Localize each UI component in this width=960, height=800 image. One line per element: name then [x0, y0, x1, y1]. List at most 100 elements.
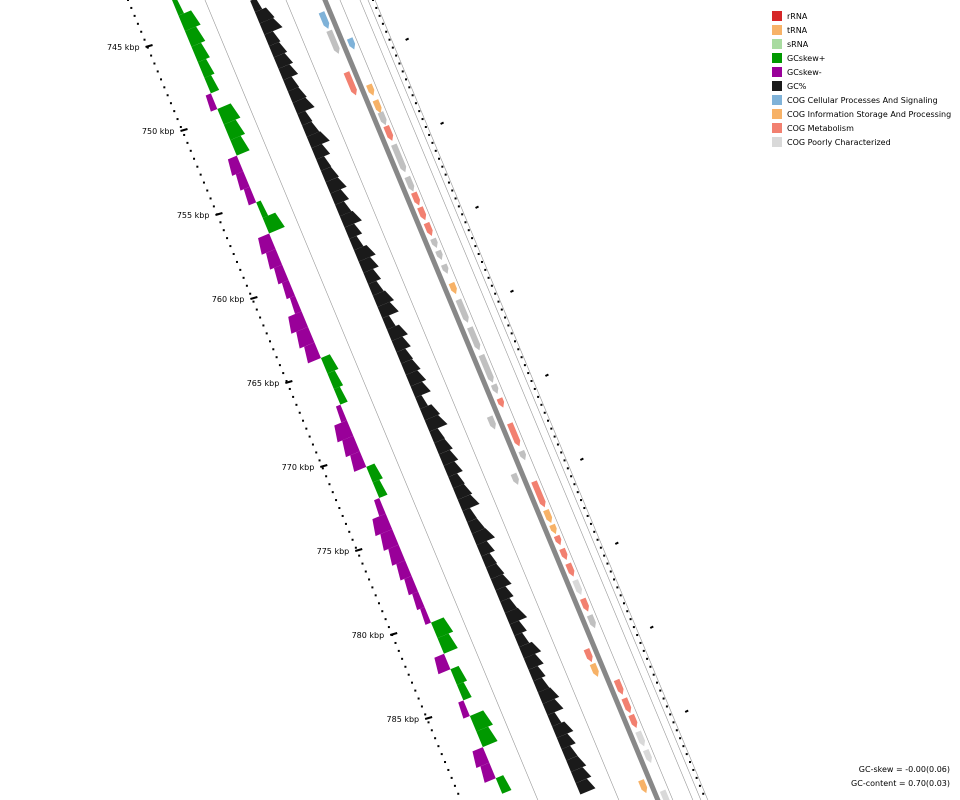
legend-label: tRNA	[787, 25, 808, 35]
gc-skew-positive-bar	[495, 775, 512, 794]
axis-dot	[368, 578, 371, 581]
gene-arrow	[659, 789, 670, 800]
gc-skew-positive-bar	[320, 354, 339, 374]
legend-swatch	[772, 25, 782, 35]
axis-dot	[401, 657, 404, 660]
axis-dot	[166, 94, 169, 97]
outer-axis-dot	[540, 403, 543, 406]
outer-axis-dot	[646, 657, 649, 660]
axis-dot	[420, 705, 423, 708]
gc-skew-positive-bar	[172, 0, 185, 16]
legend: rRNA tRNA sRNA GCskew+ GCskew- GC% COG C…	[772, 9, 951, 149]
gene-arrow	[383, 124, 394, 141]
gc-skew-negative-bar	[288, 311, 308, 334]
outer-axis-dot	[520, 356, 523, 359]
outer-axis-dot	[606, 562, 609, 565]
gc-skew-negative-bar	[266, 249, 283, 270]
gc-skew-negative-bar	[258, 233, 276, 255]
axis-tick-label: 745 kbp	[107, 43, 140, 52]
gc-skew-negative-bar	[335, 404, 347, 423]
axis-dot	[193, 157, 196, 160]
legend-item-gcskew-plus: GCskew+	[772, 51, 951, 65]
outer-axis-dot	[494, 292, 497, 295]
axis-dot	[249, 292, 252, 295]
gene-arrow	[507, 422, 521, 447]
outer-axis-dot	[639, 641, 642, 644]
gc-skew-positive-bar	[217, 103, 241, 125]
outer-axis-dot	[698, 784, 701, 787]
outer-axis-dot	[441, 165, 444, 168]
outer-axis-dot	[626, 610, 629, 613]
gc-content-bar	[363, 268, 382, 285]
genome-backbone	[322, 0, 661, 800]
gene-arrow	[448, 281, 457, 295]
gc-skew-negative-bar	[227, 155, 244, 176]
gc-skew-negative-bar	[342, 435, 360, 458]
axis-dot	[292, 395, 295, 398]
gc-skew-negative-bar	[420, 607, 432, 625]
outer-axis-tick	[544, 373, 549, 377]
gc-content-bar	[339, 210, 362, 228]
gc-skew-negative-bar	[434, 653, 451, 675]
outer-axis-dot	[428, 133, 431, 136]
gc-skew-positive-bar	[327, 370, 344, 390]
outer-axis-dot	[464, 221, 467, 224]
gc-skew-negative-bar	[412, 591, 425, 611]
axis-dot	[354, 546, 357, 549]
outer-axis-dot	[669, 713, 672, 716]
axis-dot	[262, 324, 265, 327]
axis-dot	[397, 649, 400, 652]
gc-content-bar	[401, 359, 421, 375]
axis-dot	[377, 602, 380, 605]
legend-label: sRNA	[787, 39, 809, 49]
gc-content-bar	[287, 87, 307, 103]
axis-dot	[196, 165, 199, 168]
axis-dot	[235, 260, 238, 263]
gc-content-bar	[349, 235, 364, 251]
axis-dot	[265, 332, 268, 335]
gene-arrow	[326, 29, 340, 54]
gene-arrow	[635, 730, 646, 747]
axis-dot	[153, 62, 156, 65]
axis-dot	[272, 348, 275, 351]
outer-axis-dot	[408, 86, 411, 89]
axis-dot	[150, 54, 153, 57]
outer-axis-dot	[533, 387, 536, 390]
gene-arrow	[346, 37, 356, 50]
axis-major-tick	[389, 632, 398, 636]
outer-axis-tick	[440, 121, 445, 125]
axis-dot	[358, 554, 361, 557]
outer-axis-dot	[580, 499, 583, 502]
gc-content-bar	[575, 778, 596, 795]
outer-axis-dot	[553, 435, 556, 438]
outer-axis-dot	[424, 126, 427, 129]
outer-axis-dot	[543, 411, 546, 414]
gc-content-bar	[283, 76, 300, 92]
axis-dot	[407, 673, 410, 676]
outer-axis-dot	[573, 483, 576, 486]
outer-axis-dot	[517, 348, 520, 351]
gc-content-bar	[453, 483, 473, 500]
axis-dot	[259, 316, 262, 319]
legend-label: COG Cellular Processes And Signaling	[787, 95, 938, 105]
outer-axis-tick	[614, 541, 619, 545]
gc-content-bar	[528, 665, 546, 682]
axis-dot	[285, 380, 288, 383]
axis-dot	[321, 467, 324, 470]
outer-axis-dot	[583, 507, 586, 510]
outer-axis-dot	[596, 538, 599, 541]
outer-axis-dot	[665, 705, 668, 708]
axis-major-tick	[145, 44, 153, 48]
gc-content-bar	[372, 290, 395, 307]
legend-swatch	[772, 95, 782, 105]
axis-dot	[212, 205, 215, 208]
legend-swatch	[772, 11, 782, 21]
outer-axis-dot	[547, 419, 550, 422]
axis-dot	[206, 189, 209, 192]
axis-dot	[133, 14, 136, 17]
axis-dot	[156, 70, 159, 73]
gene-arrow	[549, 523, 557, 535]
gc-content-bar	[509, 620, 527, 636]
axis-dot	[176, 118, 179, 121]
axis-dot	[298, 411, 301, 414]
